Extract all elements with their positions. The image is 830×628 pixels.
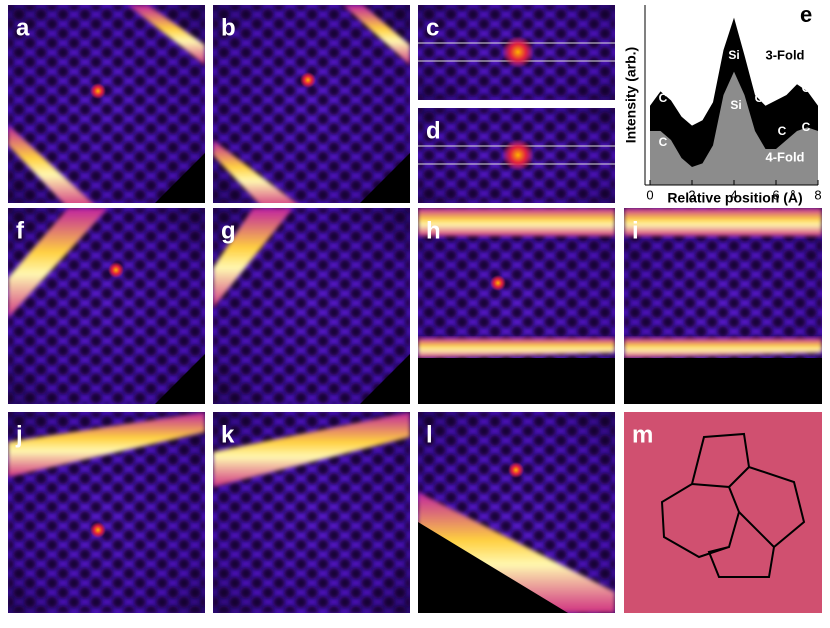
atom-spot: [90, 522, 106, 538]
vacuum: [418, 522, 568, 613]
background: [624, 412, 822, 613]
image: [418, 108, 615, 203]
panel-label: k: [221, 421, 235, 448]
bright-edge: [8, 208, 108, 318]
bright-edge: [128, 5, 205, 65]
panel-label: g: [221, 217, 236, 244]
panel-label: h: [426, 217, 441, 244]
image-panel: j: [8, 412, 205, 613]
image: [8, 5, 205, 203]
bright-edge: [213, 208, 293, 308]
y-axis-title: Intensity (arb.): [623, 47, 639, 143]
panel-label: f: [16, 217, 25, 244]
atom-spot: [502, 139, 534, 171]
panel-label: j: [15, 421, 23, 448]
image: [8, 412, 205, 613]
bright-edge: [418, 208, 615, 236]
image-panel: f: [8, 208, 205, 404]
panel-label: l: [426, 421, 433, 448]
bright-edge: [213, 140, 297, 203]
image-panel: l: [418, 412, 615, 613]
image: [624, 412, 822, 613]
image: [213, 412, 410, 613]
annotation: C: [755, 91, 764, 105]
atom-spot: [108, 262, 124, 278]
x-tick-label: 2: [688, 187, 695, 202]
image-panel: k: [213, 412, 410, 613]
image: [213, 5, 410, 203]
panel-label: m: [632, 421, 653, 448]
image: [418, 412, 615, 613]
annotation: C: [659, 135, 668, 149]
panels: a b c d f g h i j k l m: [8, 5, 822, 613]
image-panel: a: [8, 5, 205, 203]
atom-spot: [90, 83, 106, 99]
panel-label: d: [426, 117, 441, 144]
x-axis-title: Relative position (Å): [667, 190, 802, 206]
vacuum: [360, 354, 410, 404]
panel-e: 0 2 4 6 8 Relative position (Å) Intensity (arb…: [623, 2, 822, 206]
x-tick-label: 4: [730, 187, 737, 202]
image-panel: d: [418, 108, 615, 203]
x-tick-label: 0: [646, 187, 653, 202]
panel-label: a: [16, 14, 30, 41]
atom-spot: [490, 275, 506, 291]
image: [213, 208, 410, 404]
bright-edge: [624, 208, 822, 236]
bright-edge: [418, 338, 615, 358]
bright-edge: [213, 412, 410, 487]
vacuum: [360, 153, 410, 203]
atom-spot: [502, 36, 534, 68]
image: [624, 208, 822, 404]
annotation: Si: [730, 98, 741, 112]
x-tick-label: 6: [772, 187, 779, 202]
image-panel: g: [213, 208, 410, 404]
bright-edge: [8, 412, 205, 477]
vacuum: [155, 153, 205, 203]
vacuum: [155, 354, 205, 404]
ring-overlay: [660, 432, 806, 578]
annotation: Si: [728, 48, 739, 62]
vacuum: [624, 358, 822, 404]
image-panel: m: [624, 412, 822, 613]
bright-edge: [624, 338, 822, 358]
legend-entry: 3-Fold: [766, 47, 805, 62]
atom-spot: [508, 462, 524, 478]
panel-label: e: [800, 2, 812, 27]
image: [8, 208, 205, 404]
image-panel: h: [418, 208, 615, 404]
image-panel: c: [418, 5, 615, 100]
annotation: C: [659, 91, 668, 105]
vacuum: [418, 358, 615, 404]
panel-label: c: [426, 14, 439, 41]
legend-entry: 4-Fold: [766, 149, 805, 164]
panel-label: b: [221, 14, 236, 41]
atom-spot: [300, 72, 316, 88]
image-panel: i: [624, 208, 822, 404]
annotation: C: [802, 81, 811, 95]
annotation: C: [778, 124, 787, 138]
image-panel: b: [213, 5, 410, 203]
area: [650, 71, 818, 185]
bright-edge: [343, 5, 410, 65]
annotation: C: [802, 120, 811, 134]
panel-label: i: [632, 217, 639, 244]
x-tick-label: 8: [814, 187, 821, 202]
image: [418, 5, 615, 100]
image: [418, 208, 615, 404]
lattice: [8, 208, 205, 404]
